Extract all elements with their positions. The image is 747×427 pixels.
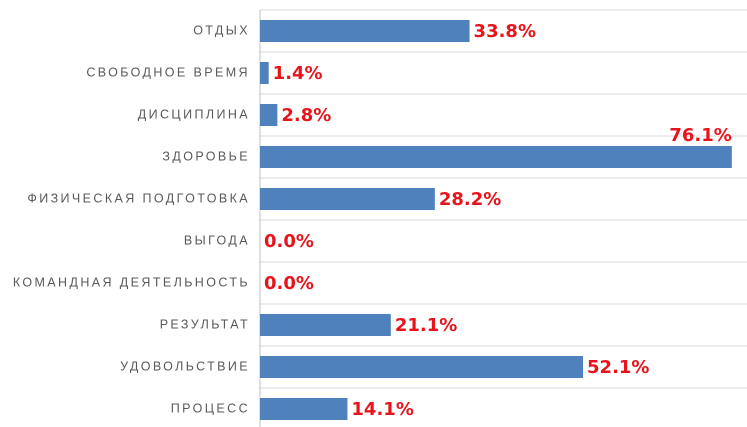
bar <box>260 20 470 42</box>
bar <box>260 104 278 126</box>
category-label: РЕЗУЛЬТАТ <box>160 317 250 331</box>
bar <box>260 146 732 168</box>
bar <box>260 356 584 378</box>
category-label: ФИЗИЧЕСКАЯ ПОДГОТОВКА <box>27 191 250 205</box>
bar <box>260 314 391 336</box>
category-label: СВОБОДНОЕ ВРЕМЯ <box>86 65 250 79</box>
bar <box>260 188 435 210</box>
value-label: 0.0% <box>264 273 314 294</box>
value-label: 21.1% <box>395 315 457 336</box>
value-label: 14.1% <box>351 399 413 420</box>
value-label: 28.2% <box>439 189 501 210</box>
value-label: 0.0% <box>264 231 314 252</box>
value-label: 76.1% <box>669 125 731 146</box>
category-label: УДОВОЛЬСТВИЕ <box>120 359 250 373</box>
value-label: 1.4% <box>273 63 323 84</box>
category-label: ПРОЦЕСС <box>171 401 250 415</box>
category-label: ЗДОРОВЬЕ <box>162 149 250 163</box>
category-label: ОТДЫХ <box>193 23 250 37</box>
bar <box>260 398 348 420</box>
value-label: 2.8% <box>281 105 331 126</box>
category-label: ДИСЦИПЛИНА <box>138 107 250 121</box>
value-label: 52.1% <box>587 357 649 378</box>
value-label: 33.8% <box>474 21 536 42</box>
category-label: КОМАНДНАЯ ДЕЯТЕЛЬНОСТЬ <box>13 275 250 289</box>
bar <box>260 62 269 84</box>
category-label: ВЫГОДА <box>184 233 250 247</box>
